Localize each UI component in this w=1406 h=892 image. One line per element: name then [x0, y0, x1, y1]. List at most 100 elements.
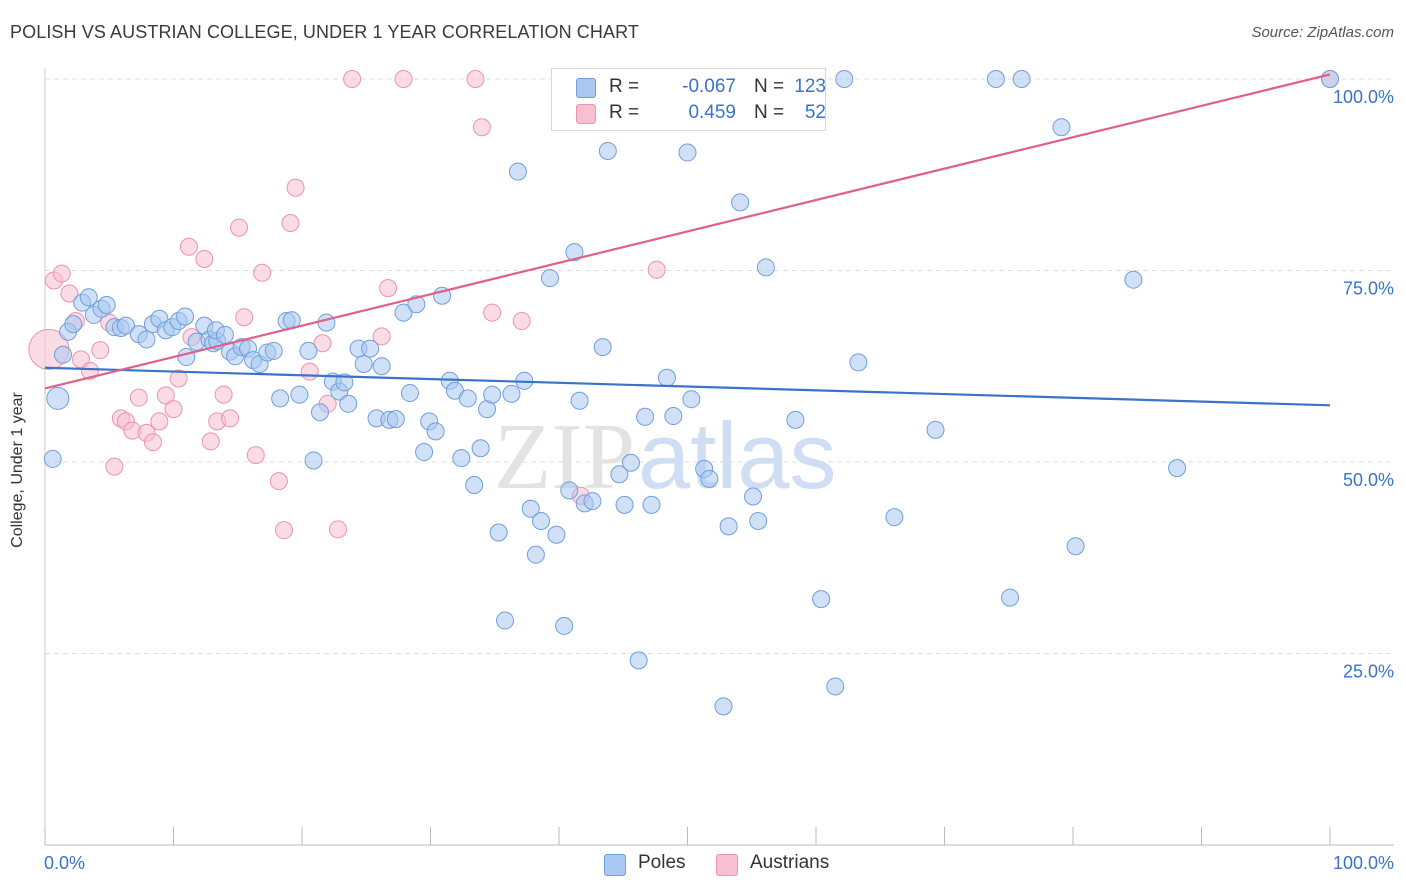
- poles-point: [489, 523, 508, 542]
- trend-lines: [44, 73, 1331, 407]
- poles-point: [290, 385, 309, 404]
- poles-points: [43, 70, 1339, 716]
- poles-point: [621, 453, 640, 472]
- austrians-legend-label: Austrians: [750, 852, 830, 873]
- austrians-n-label: N =: [754, 102, 785, 123]
- poles-point: [664, 407, 683, 426]
- austrians-point: [91, 341, 110, 360]
- poles-point: [682, 390, 701, 409]
- poles-point: [215, 325, 234, 344]
- poles-r-label: R =: [609, 76, 640, 97]
- poles-point: [394, 303, 413, 322]
- poles-point: [629, 651, 648, 670]
- austrians-point: [164, 400, 183, 419]
- austrians-point: [169, 369, 188, 388]
- poles-point: [885, 508, 904, 527]
- poles-point: [264, 341, 283, 360]
- poles-point: [386, 410, 405, 429]
- poles-point: [372, 357, 391, 376]
- x-tick-label: 100.0%: [1333, 853, 1394, 873]
- poles-point: [678, 143, 697, 162]
- austrians-n-value: 52: [804, 102, 826, 123]
- poles-point: [700, 469, 719, 488]
- x-tick-label: 0.0%: [44, 853, 85, 873]
- austrians-legend-swatch: [716, 854, 738, 876]
- poles-point: [335, 373, 354, 392]
- austrians-point: [372, 327, 391, 346]
- poles-point: [299, 341, 318, 360]
- austrians-point: [143, 433, 162, 452]
- poles-point: [719, 517, 738, 536]
- austrians-point: [105, 457, 124, 476]
- austrians-point: [512, 312, 531, 331]
- austrians-point: [466, 70, 485, 88]
- poles-point: [756, 258, 775, 277]
- poles-point: [271, 389, 290, 408]
- poles-point: [471, 439, 490, 458]
- austrians-point: [379, 279, 398, 298]
- poles-point: [64, 315, 83, 334]
- correlation-legend: R = -0.067 N = 123 R = 0.459 N = 52: [551, 68, 826, 131]
- poles-point: [1052, 118, 1071, 137]
- poles-point: [570, 391, 589, 410]
- y-tick-label: 75.0%: [1343, 279, 1394, 299]
- austrians-r-value: 0.459: [688, 102, 736, 123]
- poles-point: [731, 193, 750, 212]
- poles-point: [926, 420, 945, 439]
- poles-point: [43, 449, 62, 468]
- poles-swatch: [576, 78, 596, 98]
- poles-point: [583, 492, 602, 511]
- austrians-swatch: [576, 104, 596, 124]
- y-tick-label: 100.0%: [1333, 87, 1394, 107]
- poles-point: [786, 410, 805, 429]
- austrians-point: [195, 250, 214, 269]
- poles-trend-line: [44, 366, 1331, 407]
- poles-point: [610, 465, 629, 484]
- poles-point: [835, 70, 854, 88]
- austrians-r-label: R =: [609, 102, 640, 123]
- poles-point: [526, 545, 545, 564]
- poles-point: [532, 511, 551, 530]
- poles-point: [642, 495, 661, 514]
- austrians-point: [269, 472, 288, 491]
- poles-point: [426, 422, 445, 441]
- poles-point: [636, 407, 655, 426]
- poles-point: [496, 611, 515, 630]
- poles-point: [826, 677, 845, 696]
- austrians-point: [394, 70, 413, 88]
- poles-n-label: N =: [754, 76, 785, 97]
- poles-point: [304, 451, 323, 470]
- poles-point: [1012, 70, 1031, 88]
- poles-point: [465, 475, 484, 494]
- poles-point: [310, 403, 329, 422]
- poles-legend-swatch: [604, 854, 626, 876]
- poles-point: [339, 394, 358, 413]
- austrians-point: [483, 303, 502, 322]
- poles-point: [598, 142, 617, 161]
- poles-point: [53, 345, 72, 364]
- poles-point: [407, 295, 426, 314]
- austrians-point: [328, 520, 347, 539]
- austrians-point: [246, 446, 265, 465]
- poles-point: [177, 348, 196, 367]
- poles-point: [986, 70, 1005, 88]
- poles-point: [1001, 588, 1020, 607]
- austrians-point: [647, 260, 666, 279]
- poles-point: [615, 495, 634, 514]
- poles-point: [415, 443, 434, 462]
- poles-legend-label: Poles: [638, 852, 686, 873]
- poles-point: [79, 288, 98, 307]
- poles-point: [508, 162, 527, 181]
- source-label: Source: ZipAtlas.com: [1251, 24, 1394, 41]
- poles-point: [97, 295, 116, 314]
- austrians-trend-line: [44, 73, 1331, 390]
- poles-point: [400, 384, 419, 403]
- poles-point: [1066, 537, 1085, 556]
- austrians-point: [313, 334, 332, 353]
- austrians-point: [281, 214, 300, 233]
- austrians-point: [80, 361, 99, 380]
- y-tick-label: 50.0%: [1343, 470, 1394, 490]
- y-tick-label: 25.0%: [1343, 662, 1394, 682]
- poles-point: [458, 389, 477, 408]
